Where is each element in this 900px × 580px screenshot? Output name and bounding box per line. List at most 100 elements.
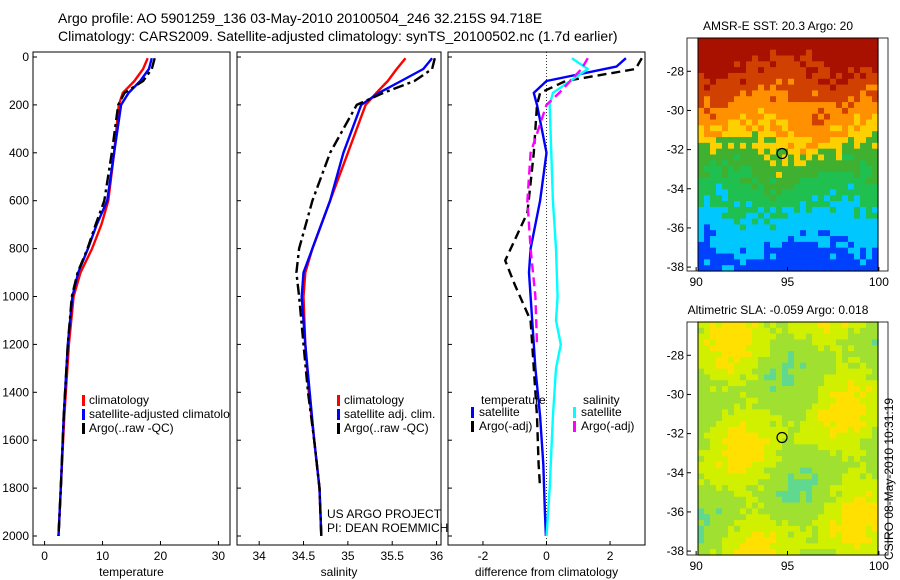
map-cell: [836, 438, 843, 445]
map-cell: [764, 368, 771, 376]
map-cell: [728, 438, 735, 445]
map-cell: [722, 333, 729, 341]
map-cell: [740, 333, 747, 341]
map-cell: [818, 241, 825, 249]
map-cell: [710, 473, 717, 480]
map-cell: [740, 490, 747, 498]
map-cell: [734, 84, 741, 92]
map-cell: [758, 380, 765, 387]
map-cell: [800, 508, 807, 515]
map-cell: [728, 265, 735, 272]
map-cell: [830, 322, 837, 329]
map-cell: [722, 160, 729, 167]
map-cell: [872, 403, 879, 410]
map-cell: [776, 259, 783, 266]
map-cell: [830, 142, 837, 150]
map-cell: [728, 241, 735, 249]
map-cell: [770, 259, 777, 266]
map-cell: [842, 177, 849, 185]
map-cell: [710, 107, 717, 115]
map-cell: [812, 403, 819, 410]
map-cell: [788, 131, 795, 138]
map-cell: [872, 201, 879, 208]
map-cell: [818, 125, 825, 132]
map-cell: [740, 397, 747, 405]
map-cell: [746, 224, 753, 231]
map-cell: [758, 508, 765, 515]
map-cell: [752, 107, 759, 115]
map-cell: [794, 461, 801, 469]
map-cell: [734, 142, 741, 150]
map-cell: [764, 148, 771, 156]
map-cell: [722, 113, 729, 121]
map-cell: [860, 61, 867, 68]
map-cell: [710, 345, 717, 352]
map-cell: [806, 195, 813, 202]
map-cell: [770, 525, 777, 533]
map-cell: [812, 421, 819, 428]
map-cell: [836, 119, 843, 126]
map-cell: [740, 61, 747, 68]
map-cell: [776, 107, 783, 115]
map-cell: [788, 43, 795, 51]
map-cell: [794, 356, 801, 364]
map-cell: [854, 154, 861, 161]
map-cell: [776, 514, 783, 521]
map-cell: [758, 537, 765, 544]
map-cell: [806, 496, 813, 504]
map-cell: [818, 166, 825, 173]
map-cell: [710, 356, 717, 364]
map-cell: [788, 496, 795, 504]
map-cell: [794, 473, 801, 480]
map-cell: [812, 508, 819, 515]
map-cell: [812, 351, 819, 358]
map-cell: [704, 189, 711, 196]
map-cell: [818, 131, 825, 138]
map-cell: [812, 391, 819, 399]
map-cell: [698, 467, 705, 475]
map-cell: [830, 473, 837, 480]
lat-tick-label: -34: [667, 182, 685, 196]
map-cell: [752, 113, 759, 121]
map-cell: [728, 131, 735, 138]
map-cell: [836, 113, 843, 121]
map-cell: [788, 421, 795, 428]
map-cell: [788, 148, 795, 156]
map-cell: [830, 72, 837, 80]
map-cell: [710, 403, 717, 410]
map-cell: [830, 351, 837, 358]
map-cell: [764, 166, 771, 173]
map-cell: [818, 333, 825, 341]
map-cell: [824, 212, 831, 220]
map-cell: [710, 125, 717, 132]
map-cell: [698, 142, 705, 150]
map-cell: [800, 549, 807, 556]
map-cell: [812, 356, 819, 364]
map-cell: [800, 426, 807, 434]
map-cell: [800, 496, 807, 504]
map-cell: [800, 224, 807, 231]
map-cell: [842, 409, 849, 416]
map-cell: [758, 362, 765, 370]
map-cell: [776, 403, 783, 410]
map-cell: [746, 241, 753, 249]
map-cell: [830, 525, 837, 533]
map-cell: [842, 166, 849, 173]
map-cell: [842, 224, 849, 231]
y-tick-label: 1200: [2, 337, 29, 351]
map-cell: [740, 102, 747, 109]
map-cell: [788, 508, 795, 515]
map-cell: [842, 125, 849, 132]
map-cell: [740, 195, 747, 202]
map-cell: [782, 90, 789, 97]
map-cell: [734, 421, 741, 428]
map-cell: [830, 409, 837, 416]
map-cell: [758, 485, 765, 492]
map-cell: [848, 38, 855, 45]
map-cell: [824, 421, 831, 428]
map-cell: [734, 455, 741, 463]
map-cell: [734, 96, 741, 103]
map-cell: [860, 444, 867, 451]
map-cell: [704, 72, 711, 80]
map-cell: [710, 113, 717, 121]
